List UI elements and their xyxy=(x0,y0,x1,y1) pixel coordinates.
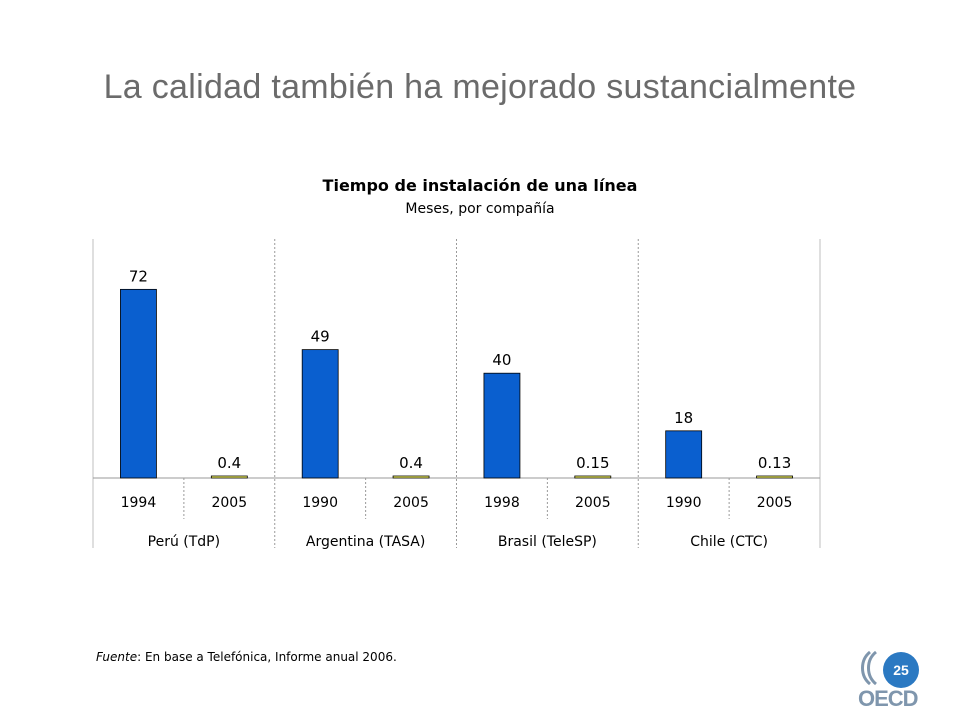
data-label: 18 xyxy=(674,409,693,427)
data-label: 0.15 xyxy=(576,454,609,472)
data-label: 0.4 xyxy=(399,454,423,472)
bar xyxy=(483,372,521,479)
chart-title: Tiempo de instalación de una línea xyxy=(322,176,638,195)
chart-subtitle: Meses, por compañía xyxy=(405,201,555,217)
category-label: Chile (CTC) xyxy=(690,534,768,550)
category-label: Argentina (TASA) xyxy=(306,534,425,550)
bar xyxy=(574,475,612,479)
data-label: 72 xyxy=(129,267,148,285)
data-label: 0.4 xyxy=(217,454,241,472)
data-label: 49 xyxy=(311,328,330,346)
x-tick-label: 2005 xyxy=(211,495,247,511)
category-label: Brasil (TeleSP) xyxy=(498,534,597,550)
x-tick-label: 1998 xyxy=(484,495,520,511)
bar xyxy=(301,349,339,479)
page-number: 25 xyxy=(883,652,919,688)
oecd-logo-text: OECD xyxy=(858,686,919,711)
bar xyxy=(392,475,430,479)
source-label: Fuente xyxy=(96,650,138,664)
category-label: Perú (TdP) xyxy=(148,534,220,550)
x-tick-label: 2005 xyxy=(575,495,611,511)
source-text: : En base a Telefónica, Informe anual 20… xyxy=(137,650,397,664)
x-tick-label: 2005 xyxy=(757,495,793,511)
bar xyxy=(210,475,248,479)
data-label: 0.13 xyxy=(758,454,791,472)
bar xyxy=(665,430,703,479)
x-tick-label: 1990 xyxy=(302,495,338,511)
data-label: 40 xyxy=(492,351,511,369)
x-tick-label: 1994 xyxy=(121,495,157,511)
slide-title: La calidad también ha mejorado sustancia… xyxy=(103,68,857,106)
source-note: Fuente: En base a Telefónica, Informe an… xyxy=(96,650,397,664)
x-tick-label: 2005 xyxy=(393,495,429,511)
bar xyxy=(120,288,157,479)
x-tick-label: 1990 xyxy=(666,495,702,511)
oecd-logo-icon xyxy=(861,650,878,686)
bar xyxy=(756,475,793,479)
